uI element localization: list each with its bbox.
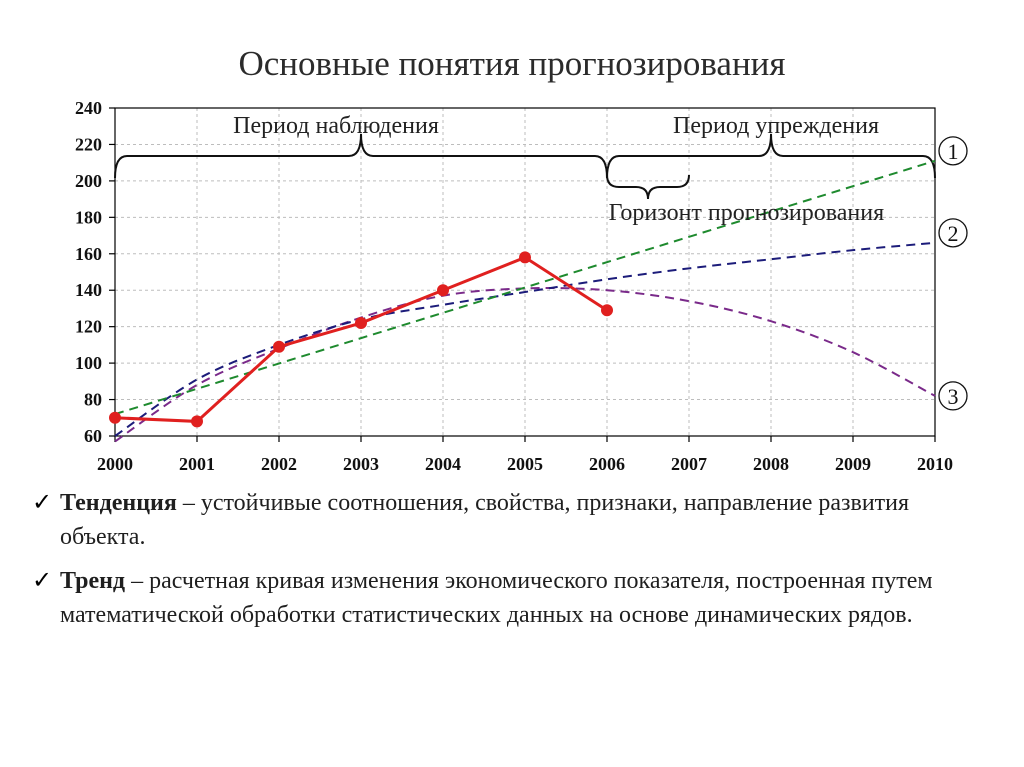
data-point-actual [191,415,203,428]
x-tick-label: 2008 [753,454,789,474]
forecast-label: Период упреждения [673,113,879,139]
bullet-definition: – расчетная кривая изменения экономическ… [60,568,933,628]
bullet-term: Тенденция [60,490,177,516]
x-tick-label: 2001 [179,454,215,474]
series-line-trend3 [114,286,936,443]
data-point-actual [109,411,121,424]
x-tick-label: 2000 [97,454,133,474]
data-point-actual [273,340,285,353]
observation-brace [114,133,608,179]
x-tick-label: 2005 [507,454,543,474]
data-point-actual [437,284,449,297]
series-label-circle [938,218,968,248]
y-tick-label: 60 [84,426,102,446]
y-tick-label: 180 [75,207,102,227]
axis-layer: 2000 2001 2002 2003 2004 2005 2006 2007 2008 2009… [75,98,953,474]
y-tick-label: 140 [75,280,102,300]
bullet-item-trend: ✓ Тренд – расчетная кривая изменения эко… [32,564,992,632]
bullet-item-tendency: ✓ Тенденция – устойчивые соотношения, св… [32,486,992,554]
checkmark-icon: ✓ [32,490,53,516]
checkmark-icon: ✓ [32,568,53,594]
bullet-text: Тренд – расчетная кривая изменения эконо… [60,564,992,632]
brace-layer [114,133,936,200]
y-tick-label: 120 [75,317,102,337]
horizon-label: Горизонт прогнозирования [609,200,885,226]
x-tick-label: 2004 [425,454,461,474]
label-layer: Период наблюдения Период упреждения Горизо… [233,113,968,411]
bullet-list: ✓ Тенденция – устойчивые соотношения, св… [32,486,992,642]
y-tick-label: 240 [75,98,102,118]
x-tick-label: 2006 [589,454,625,474]
y-tick-label: 220 [75,134,102,154]
y-tick-label: 160 [75,244,102,264]
forecast-brace [606,133,936,179]
x-tick-label: 2009 [835,454,871,474]
series-label-trend1: 1 [948,139,959,164]
series-label-trend2: 2 [948,221,959,246]
x-tick-label: 2007 [671,454,707,474]
series-label-trend3: 3 [948,384,959,409]
x-tick-label: 2002 [261,454,297,474]
horizon-brace [606,174,690,200]
observation-label: Период наблюдения [233,113,439,139]
grid-layer [114,107,936,437]
series-label-circle [938,381,968,411]
data-point-actual [355,317,367,330]
slide-title: Основные понятия прогнозирования [238,44,786,83]
bullet-definition: – устойчивые соотношения, свойства, приз… [60,490,910,550]
forecast-chart: 2000 2001 2002 2003 2004 2005 2006 2007 2008 2009… [75,98,968,474]
y-tick-label: 100 [75,353,102,373]
series-layer [109,159,936,443]
bullet-term: Тренд [60,568,126,594]
data-point-actual [601,304,613,317]
x-tick-label: 2003 [343,454,379,474]
x-tick-label: 2010 [917,454,953,474]
series-line-trend2 [114,241,936,437]
y-tick-label: 200 [75,171,102,191]
series-label-circle [938,136,968,166]
bullet-text: Тенденция – устойчивые соотношения, свой… [60,486,992,554]
y-tick-label: 80 [84,390,102,410]
data-point-actual [519,251,531,264]
